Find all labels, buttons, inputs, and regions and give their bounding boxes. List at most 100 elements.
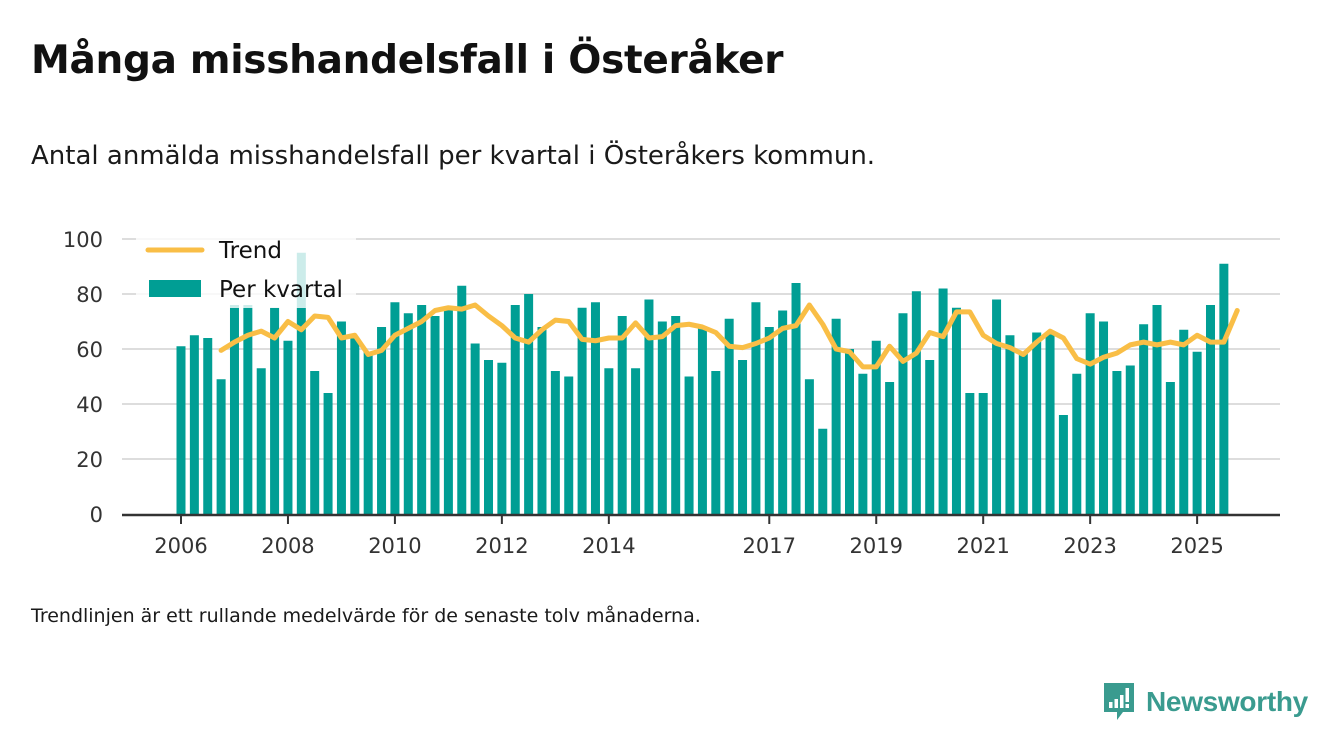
bar [484,360,494,514]
legend-trend-label: Trend [218,238,282,264]
brand-name: Newsworthy [1146,686,1308,717]
bar [203,338,213,514]
footnote: Trendlinjen är ett rullande medelvärde f… [31,605,701,627]
x-tick-label: 2025 [1170,534,1223,558]
x-tick-label: 2006 [154,534,207,558]
bar [992,299,1002,514]
bar [443,307,453,514]
x-tick-label: 2014 [582,534,635,558]
bar [804,379,814,514]
bar [951,307,961,514]
bar [871,340,881,514]
bar [1005,335,1015,514]
bar [390,302,400,514]
bar [778,310,788,514]
bar [243,305,253,514]
bar [537,327,547,514]
bar [711,371,721,514]
bar [1152,305,1162,514]
legend-bar-swatch [149,280,201,297]
bar [350,338,360,514]
bar [684,376,694,514]
bar [323,393,333,514]
chart-title: Många misshandelsfall i Österåker [31,38,784,83]
bar [216,379,226,514]
bar [751,302,761,514]
newsworthy-logo: Newsworthy [1102,682,1308,722]
bar [604,368,614,514]
bar [1085,313,1095,514]
trend-line-group [218,302,1240,370]
bar [283,340,293,514]
bar [296,252,306,514]
bar [310,371,320,514]
bar [818,428,828,514]
bar [1179,329,1189,514]
bar [911,291,921,514]
bar [845,349,854,514]
y-tick-label: 100 [63,228,103,252]
x-tick-label: 2008 [261,534,314,558]
bar [564,376,574,514]
bar [457,285,467,514]
bar [938,288,948,514]
legend: Trend Per kvartal [136,236,356,308]
x-tick-label: 2021 [956,534,1009,558]
bar [1192,351,1202,514]
bar [631,368,641,514]
bar-line-chart: 0 20 40 60 80 100 2006 2008 2010 2012 2014 2017 201… [63,228,1280,558]
x-axis-ticks: 2006 2008 2010 2012 2014 2017 2019 2021 2023 2025 [154,515,1224,558]
bar-chart-speech-bubble-icon [1104,683,1134,720]
bar [229,305,239,514]
y-tick-label: 80 [76,283,103,307]
bar [590,302,600,514]
bar [831,318,841,514]
bar [898,313,908,514]
bar [577,307,587,514]
bar [403,313,413,514]
bar [1045,332,1055,514]
bar [644,299,654,514]
bar [617,316,627,514]
bar [724,318,734,514]
bar [377,327,387,514]
bar [1205,305,1215,514]
bar [470,343,480,514]
chart-subtitle: Antal anmälda misshandelsfall per kvarta… [31,141,876,171]
bar [764,327,774,514]
bar [738,360,748,514]
legend-bar-label: Per kvartal [219,277,343,303]
bar [1139,324,1149,514]
bar [1112,371,1122,514]
bar [430,316,440,514]
bar [885,382,895,514]
y-tick-label: 60 [76,338,103,362]
bar [256,368,266,514]
bar [1058,415,1068,514]
x-tick-label: 2019 [850,534,903,558]
y-tick-label: 40 [76,393,103,417]
bar [1125,365,1135,514]
bar [1165,382,1175,514]
bar [336,321,346,514]
bar [1072,373,1082,514]
bar [965,393,975,514]
bar [363,351,373,514]
bar [497,362,507,514]
bar [1219,263,1229,514]
x-tick-label: 2012 [475,534,528,558]
bar [925,360,935,514]
bar [1018,351,1028,514]
y-tick-label: 0 [90,503,103,527]
bar [978,393,988,514]
bar [176,346,186,514]
bar [671,316,681,514]
x-tick-label: 2023 [1063,534,1116,558]
y-tick-label: 20 [76,448,103,472]
bar [189,335,199,514]
bar [510,305,520,514]
bar [524,294,534,514]
x-tick-label: 2017 [743,534,796,558]
bar [417,305,427,514]
bar [1099,321,1109,514]
